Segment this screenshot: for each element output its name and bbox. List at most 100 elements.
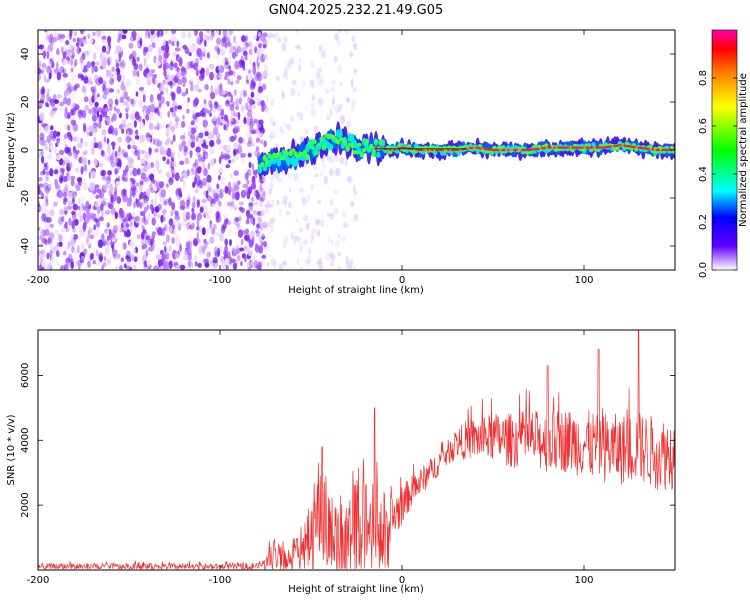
spectrogram-cell	[258, 235, 262, 241]
spectrogram-cell	[230, 201, 235, 208]
spectrogram-cell	[308, 247, 311, 256]
spectrogram-cell	[56, 61, 59, 70]
spectrogram-cell	[118, 53, 122, 62]
spectrogram-cell	[178, 78, 183, 86]
spectrogram-cell	[151, 69, 156, 74]
spectrogram-y-tick-label: -40	[20, 238, 31, 254]
spectrogram-cell	[157, 203, 163, 211]
spectrogram-cell	[146, 76, 153, 84]
spectrogram-cell	[114, 150, 118, 158]
spectrogram-cell	[163, 201, 168, 206]
spectrogram-cell	[134, 135, 138, 140]
spectrogram-cell	[84, 50, 90, 56]
spectrogram-cell	[52, 201, 58, 207]
spectrogram-cell	[139, 201, 145, 207]
spectrogram-cell	[345, 158, 348, 167]
spectrogram-cell	[267, 222, 271, 227]
spectrogram-cell	[214, 232, 220, 237]
spectrogram-cell	[53, 94, 57, 102]
spectrogram-cell	[140, 172, 147, 180]
spectrogram-cell	[165, 100, 170, 105]
spectrogram-cell	[207, 162, 211, 170]
spectrogram-cell	[93, 74, 100, 84]
spectrogram-cell	[41, 260, 47, 268]
spectrogram-cell	[44, 171, 51, 176]
spectrogram-cell	[173, 114, 179, 120]
spectrogram-cell	[148, 147, 152, 154]
spectrogram-cell	[285, 210, 291, 216]
spectrogram-cell	[179, 135, 186, 140]
spectrogram-cell	[100, 30, 105, 37]
spectrogram-cell	[62, 250, 67, 256]
spectrogram-cell	[250, 196, 255, 202]
spectrogram-cell	[350, 105, 354, 112]
spectrogram-cell	[114, 127, 118, 136]
spectrogram-y-tick-label: 0	[20, 147, 31, 153]
spectrogram-cell	[281, 92, 285, 100]
spectrogram-cell	[298, 227, 304, 233]
spectrogram-cell	[114, 168, 118, 175]
colorbar-scale	[712, 30, 737, 270]
spectrogram-cell	[135, 218, 140, 224]
spectrogram-ridge-cell	[395, 149, 400, 154]
spectrogram-cell	[132, 167, 138, 177]
spectrogram-cell	[203, 258, 207, 264]
spectrogram-cell	[153, 180, 158, 187]
spectrogram-cell	[236, 255, 241, 262]
spectrogram-cell	[109, 155, 114, 164]
spectrogram-cell	[342, 222, 349, 228]
spectrogram-cell	[68, 43, 74, 51]
spectrogram-cell	[111, 229, 117, 235]
spectrogram-cell	[282, 73, 286, 79]
spectrogram-cell	[93, 65, 98, 73]
spectrogram-cell	[202, 112, 207, 118]
spectrogram-cell	[167, 110, 171, 118]
spectrogram-cell	[82, 109, 87, 119]
spectrogram-cell	[164, 245, 167, 254]
spectrogram-cell	[214, 55, 220, 60]
spectrogram-ridge-cell	[501, 151, 506, 154]
spectrogram-cell	[102, 62, 107, 70]
spectrogram-cell	[269, 181, 274, 190]
spectrogram-cell	[177, 151, 181, 159]
spectrogram-cell	[135, 215, 141, 222]
spectrogram-cell	[330, 239, 334, 245]
spectrogram-cell	[258, 263, 261, 270]
spectrogram-cell	[245, 130, 251, 138]
spectrogram-cell	[101, 201, 107, 207]
spectrogram-cell	[49, 98, 54, 104]
spectrogram-cell	[260, 139, 264, 144]
spectrogram-cell	[108, 56, 113, 63]
spectrogram-ridge-cell	[402, 148, 407, 152]
spectrogram-cell	[212, 223, 217, 230]
spectrogram-cell	[66, 90, 70, 97]
spectrogram-cell	[249, 120, 256, 127]
spectrogram-cell	[259, 197, 264, 202]
spectrogram-cell	[255, 137, 260, 143]
spectrogram-cell	[264, 70, 268, 79]
spectrogram-cell	[130, 98, 136, 107]
spectrogram-cell	[251, 175, 256, 184]
spectrogram-cell	[224, 71, 230, 77]
spectrogram-cell	[74, 104, 80, 111]
spectrogram-cell	[318, 97, 323, 106]
spectrogram-cell	[152, 206, 159, 212]
spectrogram-cell	[179, 264, 186, 270]
spectrogram-cell	[118, 33, 124, 41]
spectrogram-cell	[349, 51, 354, 58]
spectrogram-cell	[309, 79, 315, 86]
spectrogram-cell	[263, 44, 267, 49]
spectrogram-cell	[182, 254, 187, 261]
spectrogram-cell	[139, 185, 143, 194]
spectrogram-cell	[334, 167, 340, 177]
spectrogram-cell	[279, 126, 283, 134]
spectrogram-cell	[186, 221, 191, 230]
spectrogram-cell	[138, 121, 144, 129]
spectrogram-cell	[160, 189, 166, 198]
spectrogram-cell	[242, 50, 248, 57]
spectrogram-cell	[153, 208, 158, 217]
spectrogram-ridge-cell	[442, 146, 447, 149]
spectrogram-cell	[238, 231, 243, 237]
spectrogram-cell	[62, 51, 66, 59]
spectrogram-cell	[206, 240, 209, 246]
